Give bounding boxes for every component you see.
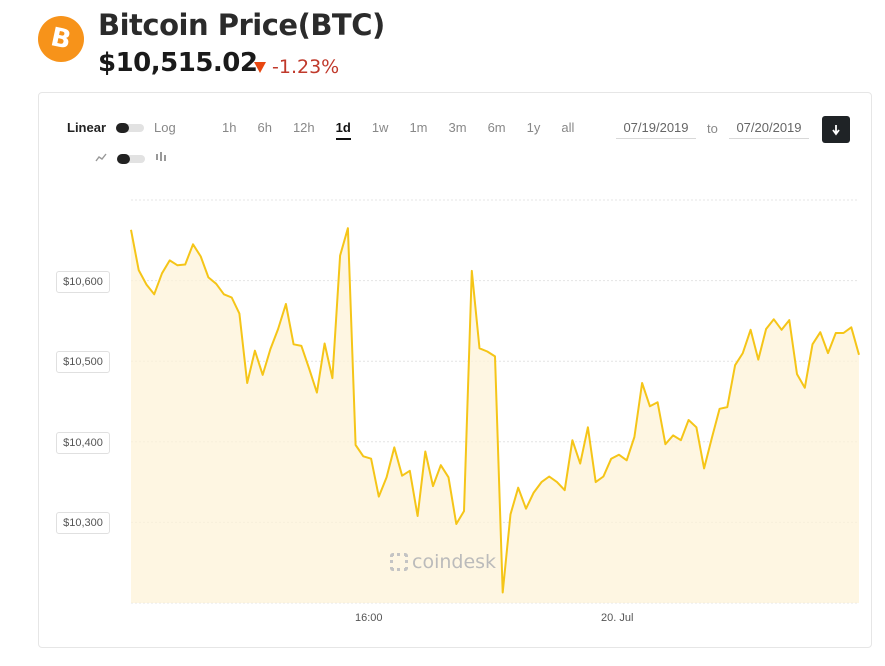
range-tab-all[interactable]: all [561, 120, 575, 135]
download-icon [832, 124, 840, 135]
price-chart [130, 199, 860, 604]
price-change: -1.23% [254, 56, 339, 78]
bitcoin-logo-icon: B [38, 16, 84, 62]
date-to-separator: to [707, 121, 718, 136]
price-chart-card: Linear Log 1h 6h 12h 1d 1w 1m 3m 6m 1y all 07/19/… [38, 92, 872, 648]
range-tab-12h[interactable]: 12h [292, 120, 315, 135]
candlestick-icon[interactable] [155, 152, 167, 166]
range-tab-1y[interactable]: 1y [526, 120, 541, 135]
date-to-input[interactable]: 07/20/2019 [729, 117, 809, 139]
y-tick-label: $10,600 [56, 271, 110, 293]
range-tab-1d[interactable]: 1d [335, 120, 351, 140]
range-tab-6m[interactable]: 6m [487, 120, 506, 135]
chart-style-toggle [95, 152, 167, 166]
down-triangle-icon [254, 61, 266, 73]
current-price: $10,515.02 [98, 48, 258, 78]
line-chart-icon[interactable] [95, 152, 107, 166]
scale-switch[interactable] [116, 122, 145, 133]
download-button[interactable] [822, 116, 850, 143]
price-line [130, 227, 860, 594]
y-tick-label: $10,400 [56, 432, 110, 454]
coindesk-logo-icon [390, 553, 408, 571]
scale-toggle: Linear Log [67, 120, 176, 135]
time-range-tabs: 1h 6h 12h 1d 1w 1m 3m 6m 1y all [222, 120, 595, 140]
y-tick-label: $10,300 [56, 512, 110, 534]
coindesk-watermark: coindesk [390, 551, 496, 573]
range-tab-6h[interactable]: 6h [257, 120, 272, 135]
chart-style-switch[interactable] [117, 154, 145, 164]
scale-log-label[interactable]: Log [154, 120, 176, 135]
coin-header: B Bitcoin Price(BTC) $10,515.02 -1.23% [38, 8, 878, 88]
page-title: Bitcoin Price(BTC) [98, 8, 385, 42]
range-tab-1w[interactable]: 1w [371, 120, 389, 135]
x-tick-label: 20. Jul [601, 612, 634, 624]
scale-linear-label[interactable]: Linear [67, 120, 107, 135]
date-from-input[interactable]: 07/19/2019 [616, 117, 696, 139]
price-area-fill [131, 228, 859, 603]
range-tab-1h[interactable]: 1h [222, 120, 237, 135]
range-tab-1m[interactable]: 1m [409, 120, 428, 135]
range-tab-3m[interactable]: 3m [448, 120, 467, 135]
coin-name: Bitcoin Price [98, 8, 298, 42]
x-tick-label: 16:00 [355, 612, 383, 624]
coin-ticker: (BTC) [297, 8, 386, 42]
price-change-value: -1.23% [272, 56, 340, 78]
y-tick-label: $10,500 [56, 351, 110, 373]
